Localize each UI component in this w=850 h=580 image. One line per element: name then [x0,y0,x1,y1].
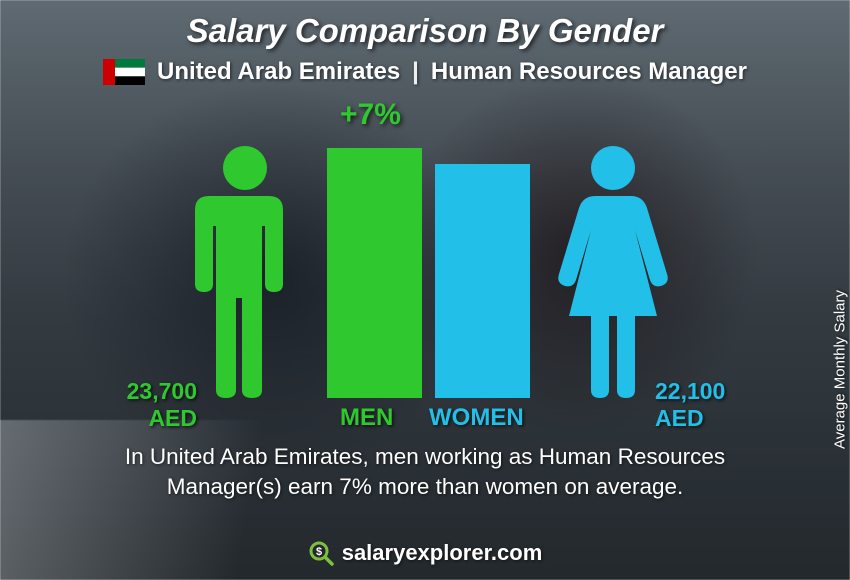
chart-area: +7% MEN WOMEN 23,700 AED 22,100 AED [75,104,775,434]
flag-red [103,59,115,85]
content-overlay: Salary Comparison By Gender United Arab … [0,0,850,580]
salary-men: 23,700 AED [75,378,197,432]
svg-text:$: $ [316,546,322,558]
y-axis-label: Average Monthly Salary [832,290,849,449]
salary-women: 22,100 AED [655,378,775,432]
subtitle-row: United Arab Emirates | Human Resources M… [103,58,747,86]
difference-label: +7% [340,98,401,132]
page-title: Salary Comparison By Gender [187,12,664,50]
country-label: United Arab Emirates [157,58,400,86]
uae-flag-icon [103,59,145,85]
separator: | [412,58,419,86]
job-title-label: Human Resources Manager [431,58,747,86]
summary-text: In United Arab Emirates, men working as … [75,442,775,503]
footer: $ salaryexplorer.com [0,540,850,566]
bar-women [435,164,530,398]
category-label-women: WOMEN [429,404,524,432]
female-figure-icon [553,142,673,398]
bar-men [327,148,422,398]
site-url: salaryexplorer.com [342,540,543,566]
flag-white [115,68,145,77]
flag-green [115,59,145,68]
site-logo-icon: $ [308,540,334,566]
male-figure-icon [185,142,305,398]
flag-black [115,76,145,85]
category-label-men: MEN [340,404,393,432]
